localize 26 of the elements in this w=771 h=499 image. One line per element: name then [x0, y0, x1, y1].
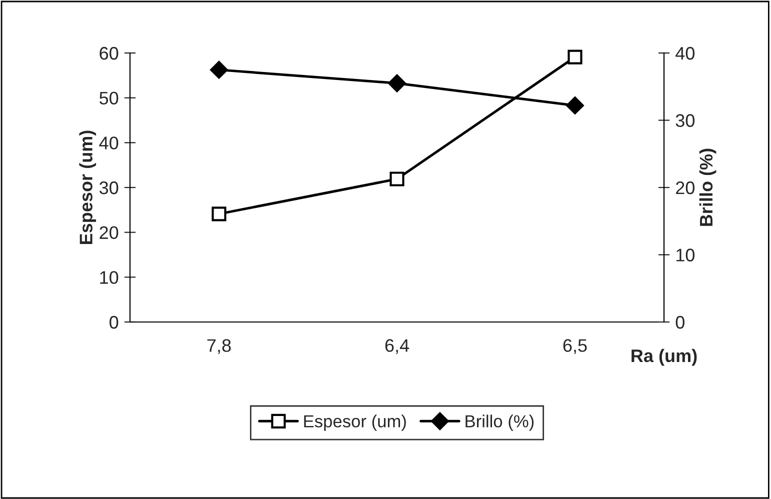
- y2-axis-title: Brillo (%): [699, 148, 716, 226]
- y2-tick-label: 0: [676, 316, 684, 329]
- y-tick-label: 20: [100, 226, 118, 240]
- y-tick-label: 60: [100, 46, 118, 60]
- point: [212, 206, 226, 222]
- y2-tick-label: 40: [676, 46, 694, 60]
- point: [568, 50, 582, 64]
- legend-label: Espesor (um): [304, 414, 406, 431]
- y-tick-label: 30: [99, 181, 118, 194]
- point: [566, 96, 584, 114]
- y2-tick-label: 10: [676, 248, 694, 262]
- y-tick-label: 0: [110, 316, 118, 329]
- x-tick-label: 7,8: [207, 339, 231, 354]
- y-tick-label: 10: [100, 271, 118, 284]
- point: [390, 172, 404, 186]
- y2-tick-label: 20: [676, 181, 694, 194]
- x-tick-label: 6,5: [563, 339, 587, 354]
- legend-label: Brillo (%): [466, 414, 534, 431]
- x-tick-label: 6,4: [385, 339, 410, 354]
- x-axis-title: Ra (um): [632, 348, 697, 366]
- point: [388, 74, 406, 92]
- point: [210, 60, 228, 79]
- y-axis-title: Espesor (um): [79, 130, 96, 244]
- y-tick-label: 50: [100, 92, 118, 105]
- y2-tick-label: 30: [676, 114, 694, 127]
- y-tick-label: 40: [99, 136, 118, 150]
